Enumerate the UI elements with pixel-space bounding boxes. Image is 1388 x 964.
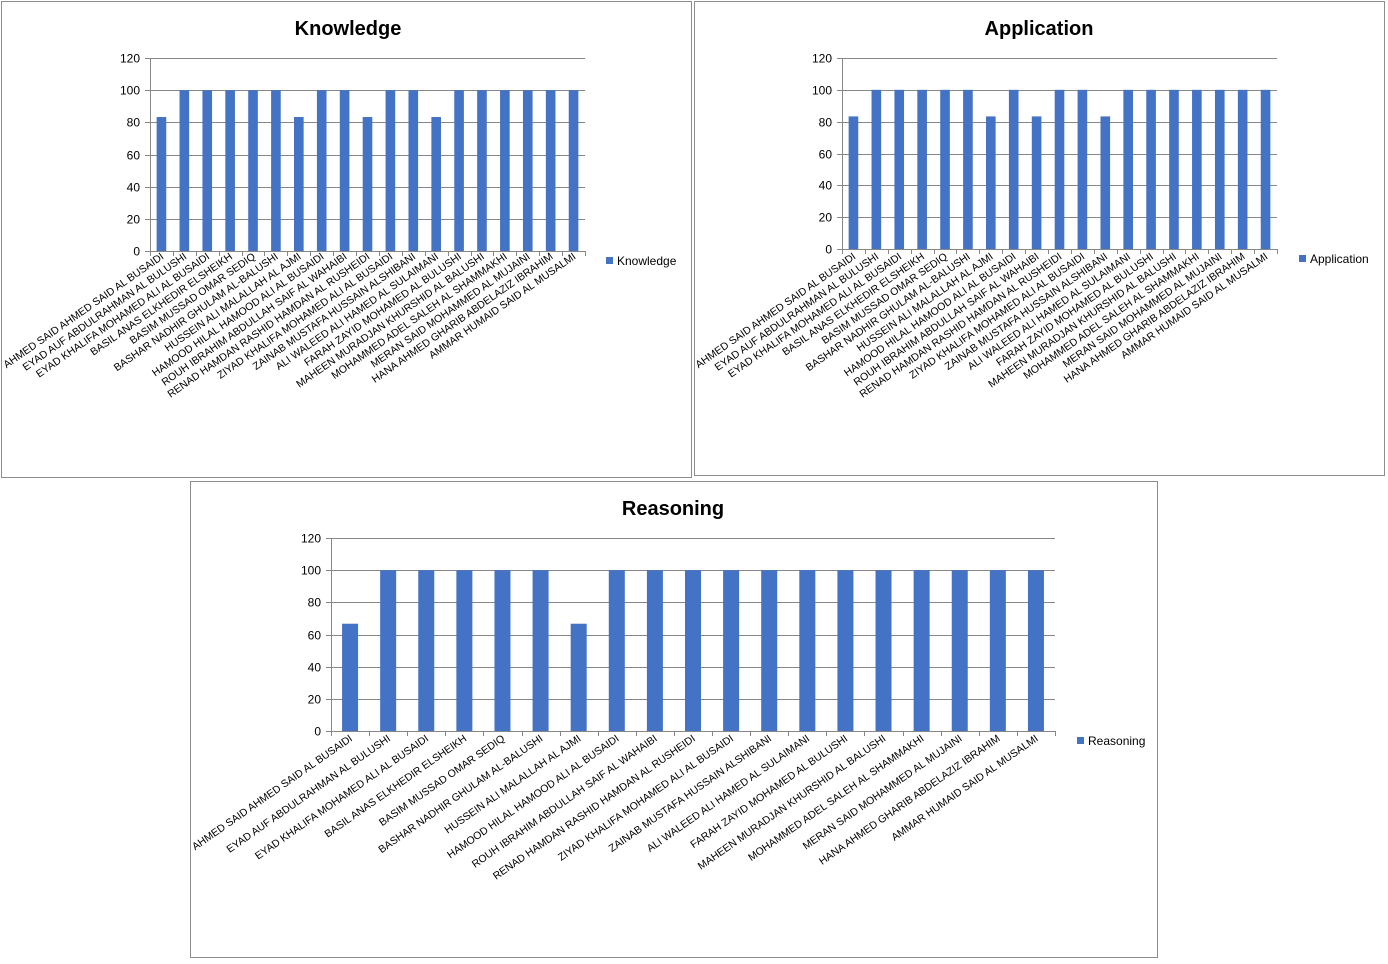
reasoning-y-tick-label: 40 bbox=[308, 661, 322, 675]
reasoning-bar-5 bbox=[494, 570, 511, 731]
application-bar-17 bbox=[1214, 89, 1225, 249]
reasoning-bar-12 bbox=[761, 570, 778, 731]
application-y-tick-label: 80 bbox=[819, 116, 833, 130]
application-chart-title: Application bbox=[985, 18, 1094, 40]
reasoning-bar-6 bbox=[532, 570, 549, 731]
application-bar-6 bbox=[963, 89, 973, 249]
application-bar-18 bbox=[1237, 89, 1248, 249]
reasoning-bar-3 bbox=[418, 570, 435, 731]
knowledge-y-tick-label: 0 bbox=[133, 245, 140, 259]
knowledge-bar-5 bbox=[248, 90, 258, 252]
knowledge-bar-4 bbox=[225, 90, 235, 252]
reasoning-bar-1 bbox=[342, 623, 359, 731]
reasoning-bar-2 bbox=[380, 570, 397, 731]
knowledge-y-tick-label: 60 bbox=[127, 149, 141, 163]
reasoning-bar-7 bbox=[570, 623, 587, 731]
knowledge-y-tick-label: 20 bbox=[127, 213, 141, 227]
application-bar-9 bbox=[1031, 116, 1042, 249]
reasoning-bar-10 bbox=[684, 570, 702, 731]
reasoning-bar-13 bbox=[799, 570, 816, 731]
knowledge-y-tick-label: 40 bbox=[127, 181, 141, 195]
knowledge-bar-6 bbox=[271, 90, 281, 252]
reasoning-category-label: EYAD AUF ABDULRAHMAN AL BULUSHI bbox=[224, 733, 392, 856]
knowledge-y-tick-label: 80 bbox=[127, 116, 141, 130]
application-bar-3 bbox=[894, 89, 905, 249]
reasoning-category-label: EYAD KHALIFA MOHAMED ALI AL BUSAIDI bbox=[253, 733, 431, 863]
reasoning-bar-16 bbox=[913, 570, 930, 731]
reasoning-legend-swatch bbox=[1077, 737, 1084, 744]
knowledge-legend-swatch bbox=[606, 257, 613, 264]
knowledge-bar-7 bbox=[294, 117, 304, 251]
reasoning-chart-panel: Reasoning 0 20 40 60 80 100 120 AHMED SAID AHMED… bbox=[190, 481, 1158, 958]
knowledge-bar-15 bbox=[477, 90, 487, 252]
application-bar-2 bbox=[871, 89, 882, 249]
knowledge-bar-11 bbox=[385, 90, 396, 252]
knowledge-bar-8 bbox=[316, 90, 327, 252]
knowledge-y-tick-label: 100 bbox=[120, 84, 140, 98]
knowledge-legend-label: Knowledge bbox=[617, 254, 677, 268]
knowledge-chart-title: Knowledge bbox=[295, 18, 402, 40]
application-bar-12 bbox=[1100, 116, 1111, 249]
knowledge-bar-18 bbox=[545, 90, 556, 252]
reasoning-y-tick-label: 20 bbox=[308, 693, 322, 707]
application-bar-10 bbox=[1054, 89, 1065, 249]
application-y-tick-label: 100 bbox=[812, 84, 832, 98]
reasoning-y-tick-label: 0 bbox=[314, 725, 321, 739]
reasoning-legend-label: Reasoning bbox=[1088, 734, 1145, 748]
reasoning-bar-19 bbox=[1027, 570, 1044, 731]
reasoning-bar-17 bbox=[951, 570, 968, 731]
knowledge-bar-2 bbox=[179, 90, 190, 252]
application-legend-swatch bbox=[1299, 255, 1306, 262]
application-bar-8 bbox=[1008, 89, 1019, 249]
knowledge-bar-3 bbox=[202, 90, 213, 252]
reasoning-bar-4 bbox=[456, 570, 473, 731]
knowledge-bar-16 bbox=[500, 90, 510, 252]
application-y-tick-label: 120 bbox=[812, 52, 832, 66]
application-legend-label: Application bbox=[1310, 252, 1369, 266]
reasoning-chart-title: Reasoning bbox=[622, 498, 724, 520]
knowledge-bar-14 bbox=[454, 90, 464, 252]
reasoning-y-tick-label: 60 bbox=[308, 629, 322, 643]
reasoning-bar-8 bbox=[608, 570, 625, 731]
reasoning-bar-11 bbox=[723, 570, 740, 731]
knowledge-bar-10 bbox=[362, 117, 373, 251]
application-bar-7 bbox=[986, 116, 996, 249]
application-bar-13 bbox=[1123, 89, 1133, 249]
knowledge-bar-19 bbox=[568, 90, 579, 252]
application-y-tick-label: 40 bbox=[819, 179, 833, 193]
knowledge-chart-panel: Knowledge 0 20 40 60 80 100 120 AHMED SAID AHMED… bbox=[1, 1, 692, 478]
application-bar-15 bbox=[1169, 89, 1179, 249]
reasoning-y-tick-label: 120 bbox=[301, 532, 321, 546]
application-bar-11 bbox=[1077, 89, 1088, 249]
knowledge-bar-17 bbox=[522, 90, 533, 252]
application-bar-16 bbox=[1192, 89, 1202, 249]
reasoning-bar-9 bbox=[646, 570, 663, 731]
application-y-tick-label: 20 bbox=[819, 211, 833, 225]
reasoning-y-tick-label: 80 bbox=[308, 596, 322, 610]
knowledge-bar-12 bbox=[408, 90, 419, 252]
application-bar-4 bbox=[917, 89, 927, 249]
reasoning-y-tick-label: 100 bbox=[301, 564, 321, 578]
application-bar-19 bbox=[1260, 89, 1271, 249]
application-chart-panel: Application 0 20 40 60 80 100 120 AHMED SAID AHM… bbox=[694, 1, 1385, 476]
reasoning-bar-18 bbox=[989, 570, 1006, 731]
application-y-tick-label: 0 bbox=[825, 243, 832, 257]
application-bar-1 bbox=[848, 116, 859, 249]
knowledge-y-tick-label: 120 bbox=[120, 52, 140, 66]
reasoning-bar-14 bbox=[837, 570, 854, 731]
application-bar-5 bbox=[940, 89, 950, 249]
application-y-tick-label: 60 bbox=[819, 148, 833, 162]
knowledge-bar-1 bbox=[156, 117, 167, 251]
application-bar-14 bbox=[1146, 89, 1156, 249]
reasoning-bar-15 bbox=[875, 570, 892, 731]
knowledge-bar-13 bbox=[431, 117, 441, 251]
knowledge-bar-9 bbox=[339, 90, 350, 252]
